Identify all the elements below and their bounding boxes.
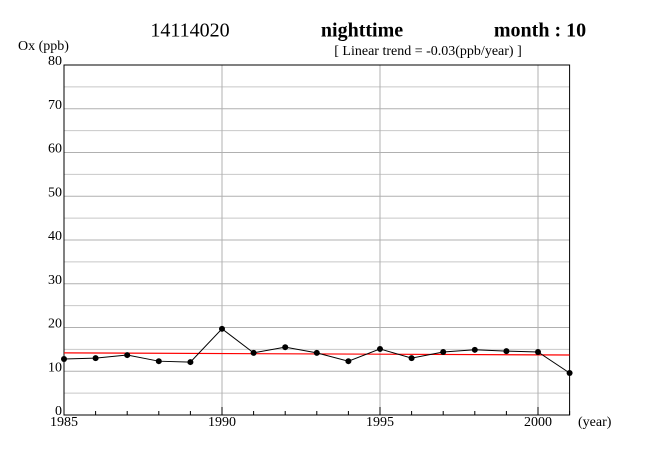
data-point — [92, 355, 99, 362]
data-point — [471, 346, 478, 353]
data-point — [250, 349, 257, 356]
data-point — [440, 349, 447, 355]
data-point — [124, 352, 131, 359]
data-point — [345, 358, 352, 365]
data-point — [503, 348, 510, 355]
y-tick-label: 60 — [48, 142, 62, 157]
data-point — [61, 356, 67, 362]
x-tick-label: 1985 — [50, 415, 78, 430]
x-axis-label: (year) — [578, 415, 612, 430]
data-point — [155, 358, 162, 365]
y-tick-label: 40 — [48, 229, 62, 244]
y-tick-label: 20 — [48, 317, 62, 332]
chart-subtitle: [ Linear trend = -0.03(ppb/year) ] — [334, 44, 521, 59]
plot-frame — [63, 64, 571, 416]
y-tick-label: 0 — [55, 404, 62, 419]
y-tick-label: 50 — [48, 185, 62, 200]
data-point — [313, 349, 320, 356]
y-tick-label: 30 — [48, 273, 62, 288]
x-tick-label: 1990 — [208, 415, 236, 430]
chart-title: nighttime — [321, 20, 403, 42]
y-axis-label: Ox (ppb) — [18, 39, 69, 54]
data-point — [219, 325, 225, 332]
data-point — [282, 344, 289, 351]
x-tick-label: 2000 — [524, 415, 552, 430]
data-point — [566, 370, 573, 376]
y-tick-label: 70 — [48, 98, 62, 113]
x-tick-label: 1995 — [366, 415, 394, 430]
data-point — [377, 345, 383, 352]
data-point — [535, 349, 541, 355]
data-point — [187, 359, 194, 366]
y-tick-label: 10 — [48, 360, 62, 375]
y-tick-label: 80 — [48, 54, 62, 69]
chart-title: 14114020 — [150, 20, 229, 42]
data-point — [408, 355, 415, 362]
chart-title: month : 10 — [494, 20, 586, 42]
